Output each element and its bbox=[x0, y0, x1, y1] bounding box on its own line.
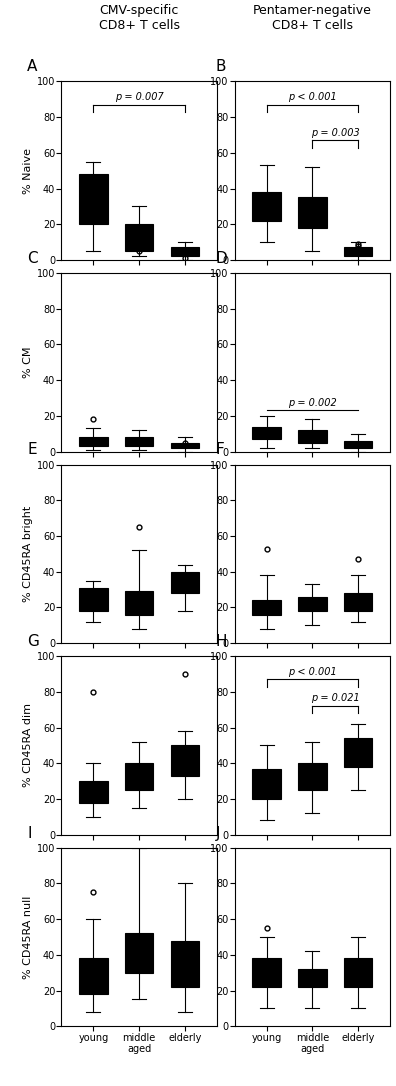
PathPatch shape bbox=[298, 198, 327, 228]
PathPatch shape bbox=[125, 763, 153, 790]
PathPatch shape bbox=[125, 225, 153, 251]
PathPatch shape bbox=[125, 592, 153, 615]
PathPatch shape bbox=[298, 969, 327, 987]
Text: p = 0.007: p = 0.007 bbox=[115, 92, 164, 102]
Text: p < 0.001: p < 0.001 bbox=[288, 667, 337, 677]
PathPatch shape bbox=[79, 781, 108, 803]
Text: p = 0.021: p = 0.021 bbox=[311, 694, 360, 704]
PathPatch shape bbox=[79, 588, 108, 611]
PathPatch shape bbox=[79, 438, 108, 446]
Text: C: C bbox=[27, 251, 38, 266]
PathPatch shape bbox=[171, 443, 199, 449]
PathPatch shape bbox=[253, 192, 281, 220]
PathPatch shape bbox=[344, 248, 372, 256]
Text: G: G bbox=[27, 634, 39, 649]
Text: F: F bbox=[216, 442, 225, 457]
PathPatch shape bbox=[344, 593, 372, 611]
PathPatch shape bbox=[79, 959, 108, 994]
Text: A: A bbox=[27, 60, 38, 74]
Text: p = 0.002: p = 0.002 bbox=[288, 397, 337, 408]
Text: I: I bbox=[27, 825, 32, 841]
PathPatch shape bbox=[298, 763, 327, 790]
PathPatch shape bbox=[344, 441, 372, 449]
Text: J: J bbox=[216, 825, 221, 841]
PathPatch shape bbox=[298, 596, 327, 611]
Y-axis label: % CD45RA dim: % CD45RA dim bbox=[23, 704, 32, 787]
Text: p < 0.001: p < 0.001 bbox=[288, 92, 337, 102]
Text: H: H bbox=[216, 634, 227, 649]
PathPatch shape bbox=[125, 934, 153, 973]
Text: E: E bbox=[27, 442, 37, 457]
PathPatch shape bbox=[344, 959, 372, 987]
PathPatch shape bbox=[171, 571, 199, 593]
Text: p = 0.003: p = 0.003 bbox=[311, 128, 360, 138]
PathPatch shape bbox=[344, 738, 372, 767]
PathPatch shape bbox=[253, 601, 281, 615]
PathPatch shape bbox=[79, 174, 108, 225]
PathPatch shape bbox=[253, 427, 281, 439]
PathPatch shape bbox=[171, 940, 199, 987]
Y-axis label: % CD45RA bright: % CD45RA bright bbox=[23, 506, 32, 602]
Y-axis label: % CD45RA null: % CD45RA null bbox=[23, 895, 32, 978]
PathPatch shape bbox=[171, 745, 199, 775]
PathPatch shape bbox=[298, 430, 327, 443]
Text: D: D bbox=[216, 251, 228, 266]
PathPatch shape bbox=[171, 248, 199, 256]
PathPatch shape bbox=[125, 438, 153, 446]
Text: CMV-specific
CD8+ T cells: CMV-specific CD8+ T cells bbox=[99, 4, 180, 33]
PathPatch shape bbox=[253, 959, 281, 987]
Text: B: B bbox=[216, 60, 227, 74]
Y-axis label: % Naive: % Naive bbox=[23, 148, 32, 193]
PathPatch shape bbox=[253, 769, 281, 799]
Y-axis label: % CM: % CM bbox=[23, 346, 32, 378]
Text: Pentamer-negative
CD8+ T cells: Pentamer-negative CD8+ T cells bbox=[253, 4, 372, 33]
